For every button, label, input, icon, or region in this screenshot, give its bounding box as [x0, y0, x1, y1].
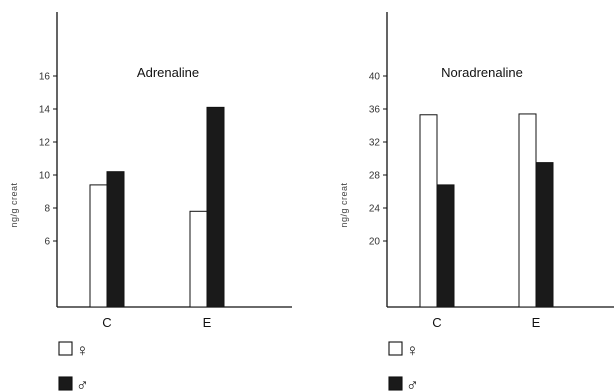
bar-C-male: [436, 184, 455, 308]
category-label: C: [432, 315, 441, 330]
legend-swatch-male: [58, 376, 73, 391]
y-tick-label: 6: [44, 237, 50, 248]
y-tick-label: 28: [369, 171, 381, 182]
y-tick-label: 16: [39, 72, 51, 83]
bar-E-male: [535, 162, 554, 308]
y-tick-label: 36: [369, 105, 381, 116]
legend-symbol-female: ♀: [406, 341, 419, 360]
legend-swatch-male: [388, 376, 403, 391]
y-axis-label: ng/g creat: [339, 182, 349, 227]
y-tick-label: 20: [369, 237, 381, 248]
bar-E-male: [206, 106, 225, 308]
y-tick-label: 12: [39, 138, 51, 149]
y-tick-label: 24: [369, 204, 381, 215]
bar-C-female: [419, 114, 438, 308]
y-tick-label: 32: [369, 138, 381, 149]
legend-symbol-female: ♀: [76, 341, 89, 360]
chart-title: Noradrenaline: [441, 65, 523, 80]
bar-E-female: [189, 210, 208, 308]
legend-swatch-female: [388, 341, 403, 356]
category-label: E: [532, 315, 541, 330]
chart-title: Adrenaline: [137, 65, 199, 80]
y-tick-label: 40: [369, 72, 381, 83]
category-label: C: [102, 315, 111, 330]
bar-E-female: [518, 113, 537, 308]
y-axis-label: ng/g creat: [9, 182, 19, 227]
legend-symbol-male: ♂: [406, 376, 419, 391]
category-label: E: [203, 315, 212, 330]
y-tick-label: 14: [39, 105, 51, 116]
legend-symbol-male: ♂: [76, 376, 89, 391]
bar-C-male: [106, 171, 125, 308]
bar-C-female: [89, 184, 108, 308]
legend-swatch-female: [58, 341, 73, 356]
y-tick-label: 8: [44, 204, 50, 215]
y-tick-label: 10: [39, 171, 51, 182]
